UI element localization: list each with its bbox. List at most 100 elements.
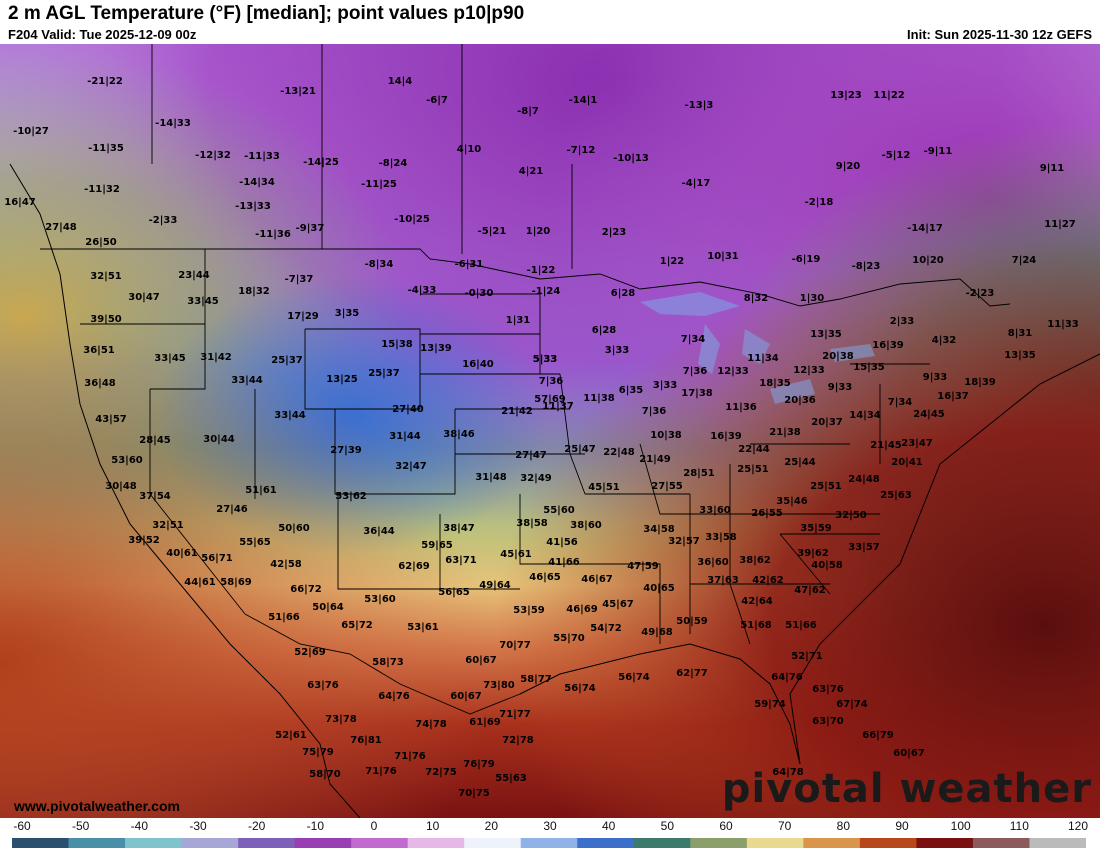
point-value-label: 36|51 — [83, 345, 115, 356]
point-value-label: 24|45 — [913, 409, 945, 420]
point-value-label: 16|47 — [4, 197, 36, 208]
point-value-label: 15|35 — [853, 362, 885, 373]
website-watermark: www.pivotalweather.com — [14, 798, 180, 814]
color-scale-segment — [803, 838, 861, 848]
point-value-label: 21|49 — [639, 454, 671, 465]
point-value-label: 63|71 — [445, 555, 477, 566]
point-value-label: 13|35 — [1004, 350, 1036, 361]
point-value-label: 44|61 — [184, 577, 216, 588]
point-value-label: -7|37 — [284, 274, 314, 285]
point-value-label: -6|31 — [454, 259, 484, 270]
point-value-label: -7|12 — [566, 145, 596, 156]
coastlines — [9, 163, 1100, 818]
point-value-label: 38|46 — [443, 429, 475, 440]
point-value-label: 63|76 — [812, 684, 844, 695]
point-value-label: 33|57 — [848, 542, 880, 553]
point-value-label: 30|44 — [203, 434, 235, 445]
color-scale-tick: 80 — [836, 819, 851, 833]
color-scale-segment — [746, 838, 804, 848]
point-value-label: 11|22 — [873, 90, 905, 101]
point-value-label: 62|69 — [398, 561, 430, 572]
point-value-label: 2|33 — [889, 316, 915, 327]
point-value-label: 71|76 — [365, 766, 397, 777]
point-value-label: 63|70 — [812, 716, 844, 727]
point-value-label: 51|66 — [268, 612, 300, 623]
color-scale-segment — [294, 838, 352, 848]
point-value-label: 18|32 — [238, 286, 270, 297]
color-scale-segment — [859, 838, 917, 848]
point-value-label: 12|33 — [717, 366, 749, 377]
point-value-label: 34|58 — [643, 524, 675, 535]
point-value-label: -6|19 — [791, 254, 821, 265]
point-value-label: 53|62 — [335, 491, 367, 502]
point-value-label: 50|59 — [676, 616, 708, 627]
point-value-label: 6|28 — [610, 288, 636, 299]
color-scale-segment — [633, 838, 691, 848]
color-scale-tick: -20 — [247, 819, 266, 833]
color-scale-tick: -60 — [13, 819, 31, 833]
point-value-label: 51|61 — [245, 485, 277, 496]
point-value-label: 45|51 — [588, 482, 620, 493]
color-scale-tick: -30 — [189, 819, 207, 833]
point-value-label: 6|35 — [618, 385, 644, 396]
point-value-label: 56|74 — [564, 683, 596, 694]
point-value-label: 11|38 — [583, 393, 615, 404]
point-value-label: 66|72 — [290, 584, 322, 595]
point-value-label: 16|39 — [872, 340, 904, 351]
color-scale-segment — [68, 838, 126, 848]
point-value-label: 47|59 — [627, 561, 659, 572]
header: 2 m AGL Temperature (°F) [median]; point… — [0, 0, 1100, 44]
color-scale-tick: 70 — [777, 819, 792, 833]
point-value-label: -4|17 — [681, 178, 711, 189]
point-value-label: -13|21 — [280, 86, 316, 97]
color-scale-tick: 120 — [1067, 819, 1089, 833]
point-value-label: 16|39 — [710, 431, 742, 442]
color-scale: -60 -50 -40 -30 -20 -10 0 10 20 30 40 50 60 70 80 90 100… — [0, 818, 1100, 850]
point-value-label: 20|37 — [811, 417, 843, 428]
point-value-label: -14|33 — [155, 118, 191, 129]
point-value-label: -2|23 — [965, 288, 995, 299]
point-value-label: 67|74 — [836, 699, 868, 710]
point-value-label: -13|3 — [684, 100, 714, 111]
temperature-map[interactable] — [0, 44, 1100, 818]
point-value-label: 21|42 — [501, 406, 533, 417]
point-value-label: 53|60 — [364, 594, 396, 605]
point-value-label: -8|24 — [378, 158, 408, 169]
color-scale-tick: 90 — [895, 819, 909, 833]
point-value-label: 26|55 — [751, 508, 783, 519]
point-value-label: 10|20 — [912, 255, 944, 266]
point-value-label: 55|63 — [495, 773, 527, 784]
point-value-label: 18|39 — [964, 377, 996, 388]
point-value-label: 52|69 — [294, 647, 326, 658]
point-value-label: -5|21 — [477, 226, 507, 237]
color-scale-tick: -50 — [71, 819, 90, 833]
point-value-label: 17|38 — [681, 388, 713, 399]
point-value-label: -2|18 — [804, 197, 834, 208]
point-value-label: 23|44 — [178, 270, 210, 281]
point-value-label: 22|44 — [738, 444, 770, 455]
point-value-label: -2|33 — [148, 215, 178, 226]
point-value-label: 27|40 — [392, 404, 424, 415]
point-value-label: 53|61 — [407, 622, 439, 633]
point-value-label: 52|71 — [791, 651, 823, 662]
point-value-label: 76|79 — [463, 759, 495, 770]
point-value-label: 40|65 — [643, 583, 675, 594]
color-scale-tick: 10 — [425, 819, 440, 833]
point-value-label: 64|78 — [772, 767, 804, 778]
point-value-label: -13|33 — [235, 201, 271, 212]
point-value-label: 37|54 — [139, 491, 171, 502]
color-scale-tick: 30 — [543, 819, 557, 833]
point-value-label: 31|48 — [475, 472, 507, 483]
point-value-label: 4|21 — [518, 166, 544, 177]
color-scale-segment — [690, 838, 748, 848]
point-value-label: -1|24 — [531, 286, 561, 297]
point-value-label: -8|34 — [364, 259, 394, 270]
point-value-label: 1|30 — [799, 293, 825, 304]
point-value-label: 27|39 — [330, 445, 362, 456]
point-value-label: 45|61 — [500, 549, 532, 560]
point-value-label: 36|48 — [84, 378, 116, 389]
point-value-label: 33|58 — [705, 532, 737, 543]
point-value-label: -6|7 — [426, 95, 448, 106]
point-value-label: 73|78 — [325, 714, 357, 725]
point-value-label: 51|66 — [785, 620, 817, 631]
